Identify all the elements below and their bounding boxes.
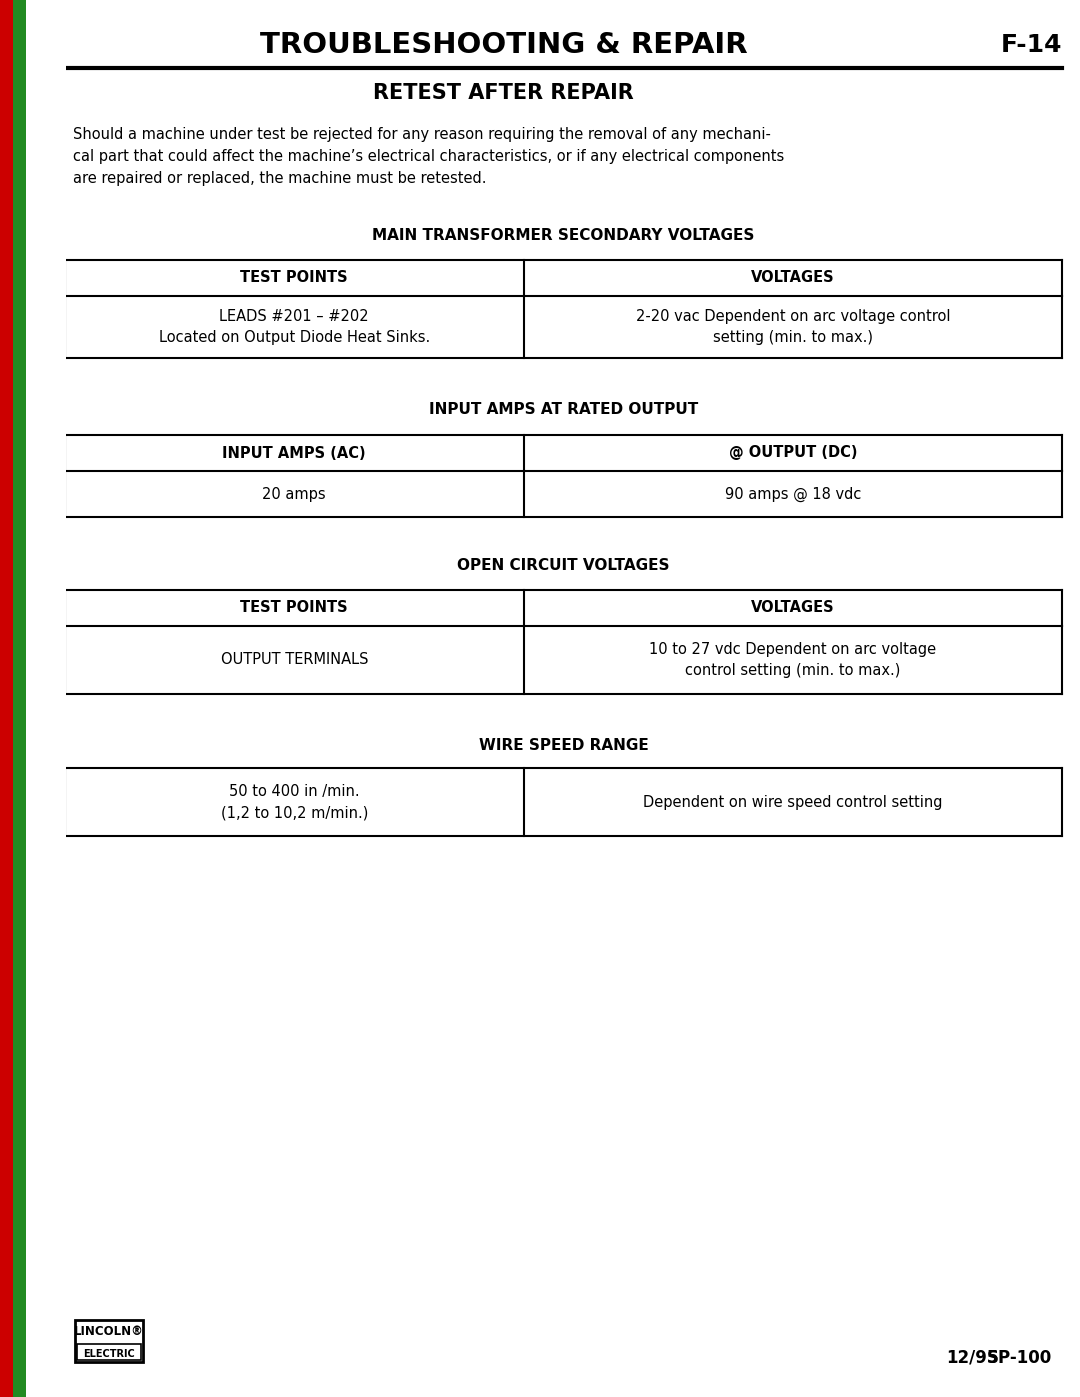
Text: Return to Section TOC: Return to Section TOC <box>3 602 13 718</box>
Text: Dependent on wire speed control setting: Dependent on wire speed control setting <box>643 795 943 809</box>
Text: cal part that could affect the machine’s electrical characteristics, or if any e: cal part that could affect the machine’s… <box>73 149 784 165</box>
Bar <box>13 0 26 1397</box>
Text: TEST POINTS: TEST POINTS <box>241 271 348 285</box>
Text: Return to Section TOC: Return to Section TOC <box>3 1162 13 1278</box>
Text: 50 to 400 in /min.
(1,2 to 10,2 m/min.): 50 to 400 in /min. (1,2 to 10,2 m/min.) <box>220 784 368 820</box>
Text: Return to Section TOC: Return to Section TOC <box>3 602 13 718</box>
Text: 10 to 27 vdc Dependent on arc voltage
control setting (min. to max.): 10 to 27 vdc Dependent on arc voltage co… <box>649 643 936 678</box>
Text: Return to Master TOC: Return to Master TOC <box>16 604 26 717</box>
Text: TROUBLESHOOTING & REPAIR: TROUBLESHOOTING & REPAIR <box>260 31 747 59</box>
Text: MAIN TRANSFORMER SECONDARY VOLTAGES: MAIN TRANSFORMER SECONDARY VOLTAGES <box>373 228 755 243</box>
Text: Return to Master TOC: Return to Master TOC <box>16 904 26 1016</box>
Text: INPUT AMPS AT RATED OUTPUT: INPUT AMPS AT RATED OUTPUT <box>429 402 698 418</box>
Bar <box>26 0 66 1397</box>
Text: Return to Section TOC: Return to Section TOC <box>3 232 13 348</box>
Text: TEST POINTS: TEST POINTS <box>241 601 348 616</box>
Text: VOLTAGES: VOLTAGES <box>751 271 835 285</box>
Text: INPUT AMPS (AC): INPUT AMPS (AC) <box>222 446 366 461</box>
Text: LEADS #201 – #202
Located on Output Diode Heat Sinks.: LEADS #201 – #202 Located on Output Diod… <box>159 309 430 345</box>
Text: @ OUTPUT (DC): @ OUTPUT (DC) <box>729 446 858 461</box>
Text: OPEN CIRCUIT VOLTAGES: OPEN CIRCUIT VOLTAGES <box>457 557 670 573</box>
Text: RETEST AFTER REPAIR: RETEST AFTER REPAIR <box>374 82 634 103</box>
Text: F-14: F-14 <box>1000 34 1062 57</box>
Text: Should a machine under test be rejected for any reason requiring the removal of : Should a machine under test be rejected … <box>73 127 771 142</box>
Text: Return to Master TOC: Return to Master TOC <box>16 604 26 717</box>
Text: Return to Section TOC: Return to Section TOC <box>3 232 13 348</box>
Text: Return to Master TOC: Return to Master TOC <box>16 1164 26 1277</box>
Bar <box>75 1320 143 1362</box>
Text: WIRE SPEED RANGE: WIRE SPEED RANGE <box>478 738 648 753</box>
Text: 12/95: 12/95 <box>946 1350 998 1368</box>
Text: Return to Master TOC: Return to Master TOC <box>16 904 26 1016</box>
Text: 20 amps: 20 amps <box>262 486 326 502</box>
Text: 90 amps @ 18 vdc: 90 amps @ 18 vdc <box>725 486 861 502</box>
Text: Return to Section TOC: Return to Section TOC <box>3 902 13 1018</box>
Bar <box>0 0 13 1397</box>
Text: VOLTAGES: VOLTAGES <box>751 601 835 616</box>
Text: Return to Master TOC: Return to Master TOC <box>16 1164 26 1277</box>
Text: Return to Section TOC: Return to Section TOC <box>3 902 13 1018</box>
Text: Return to Master TOC: Return to Master TOC <box>16 233 26 346</box>
Text: OUTPUT TERMINALS: OUTPUT TERMINALS <box>220 652 368 668</box>
Bar <box>77 1344 141 1361</box>
Text: Return to Section TOC: Return to Section TOC <box>3 1162 13 1278</box>
Text: LINCOLN®: LINCOLN® <box>75 1326 144 1338</box>
Text: SP-100: SP-100 <box>987 1350 1052 1368</box>
Text: 2-20 vac Dependent on arc voltage control
setting (min. to max.): 2-20 vac Dependent on arc voltage contro… <box>635 309 950 345</box>
Text: Return to Master TOC: Return to Master TOC <box>16 233 26 346</box>
Text: are repaired or replaced, the machine must be retested.: are repaired or replaced, the machine mu… <box>73 172 486 187</box>
Text: ELECTRIC: ELECTRIC <box>83 1350 135 1359</box>
